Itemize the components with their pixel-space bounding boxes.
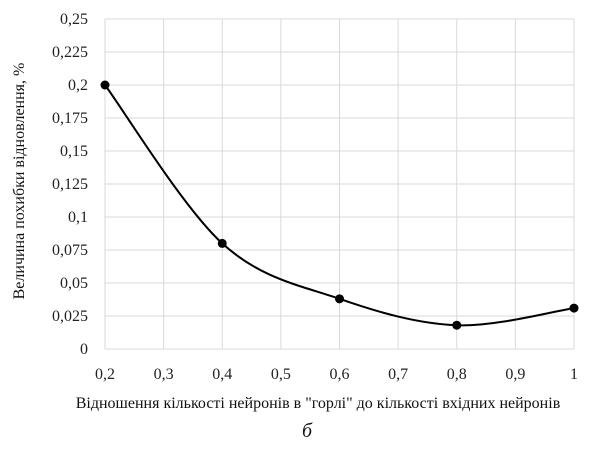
series-line [104,84,575,327]
y-tick-label: 0,025 [52,308,88,325]
data-point [569,303,579,313]
y-tick-label: 0,05 [60,275,88,292]
x-tick-label: 0,8 [447,366,467,383]
x-tick-labels: 0,2 0,3 0,4 0,5 0,6 0,7 0,8 0,9 1 [95,366,578,383]
x-tick-label: 0,5 [271,366,291,383]
y-tick-label: 0,1 [68,209,88,226]
x-tick-label: 0,6 [330,366,350,383]
x-tick-label: 0,2 [95,366,115,383]
data-points [100,80,579,330]
grid-lines [104,18,575,350]
data-point [335,294,344,304]
y-tick-label: 0,15 [60,143,88,160]
y-tick-labels: 0 0,025 0,05 0,075 0,1 0,125 0,15 0,175 0,2 0,225… [52,11,88,358]
x-axis-title: Відношення кількості нейронів в "горлі" … [76,395,561,412]
line-chart: 0 0,025 0,05 0,075 0,1 0,125 0,15 0,175 0,2 0,225… [11,11,579,412]
x-tick-label: 1 [570,366,578,383]
y-tick-label: 0,075 [52,242,88,259]
y-tick-label: 0,25 [60,11,88,28]
x-tick-label: 0,3 [154,366,174,383]
data-point [217,238,227,248]
y-tick-label: 0,225 [52,44,88,61]
data-point [100,80,110,90]
x-tick-label: 0,9 [505,366,525,383]
y-tick-label: 0 [80,341,88,358]
x-tick-label: 0,7 [388,366,408,383]
figure-caption: б [301,420,313,442]
y-tick-label: 0,2 [68,77,88,94]
data-point [452,320,462,330]
y-axis-title: Величина похибки відновлення, % [11,63,28,300]
x-tick-label: 0,4 [212,366,232,383]
y-tick-label: 0,175 [52,110,88,127]
y-tick-label: 0,125 [52,176,88,193]
